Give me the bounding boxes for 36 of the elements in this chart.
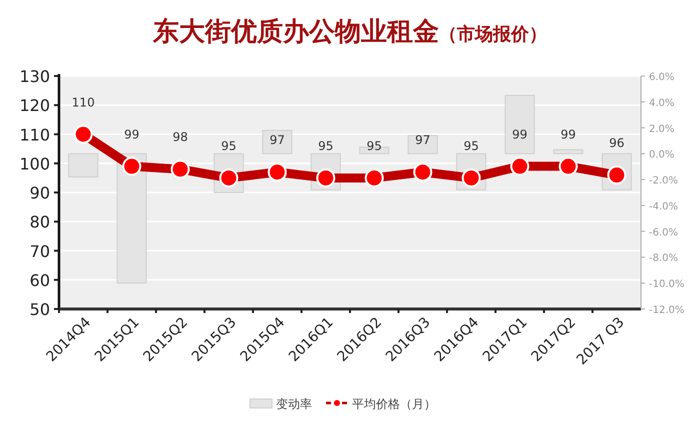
data-label: 99 bbox=[124, 127, 140, 142]
y-tick-label: 100 bbox=[19, 154, 50, 174]
title: 东大街优质办公物业租金（市场报价） bbox=[153, 17, 547, 47]
data-label: 97 bbox=[415, 133, 430, 148]
data-label: 99 bbox=[560, 127, 576, 142]
data-label: 97 bbox=[270, 133, 285, 148]
y2-tick-label: 0.0% bbox=[649, 150, 674, 161]
data-label: 110 bbox=[72, 95, 95, 110]
y-tick-label: 60 bbox=[30, 270, 50, 290]
y-tick-label: 70 bbox=[30, 242, 50, 261]
y-tick-label: 110 bbox=[19, 125, 50, 144]
y2-tick-label: 2.0% bbox=[649, 124, 674, 135]
subtitle: （市场报价） bbox=[439, 24, 547, 45]
y2-tick-label: 4.0% bbox=[649, 98, 674, 109]
data-label: 95 bbox=[464, 138, 479, 153]
y2-tick-label: -4.0% bbox=[649, 201, 678, 212]
y2-tick-label: -8.0% bbox=[649, 253, 678, 264]
y2-tick-label: 6.0% bbox=[649, 72, 674, 83]
y2-tick-label: -6.0% bbox=[649, 227, 678, 238]
data-label: 98 bbox=[172, 130, 188, 144]
chart-title: 东大街优质办公物业租金 bbox=[152, 17, 439, 47]
y-tick-label: 80 bbox=[30, 212, 50, 232]
y-tick-label: 130 bbox=[19, 67, 50, 86]
y-tick-label: 90 bbox=[30, 184, 50, 202]
data-label: 99 bbox=[512, 127, 528, 142]
data-label: 95 bbox=[318, 138, 334, 153]
y2-tick-label: -12.0% bbox=[649, 305, 684, 316]
data-label: 95 bbox=[366, 138, 382, 153]
y-tick-label: 50 bbox=[30, 300, 50, 319]
legend-label: 平均价格（月） bbox=[352, 397, 436, 411]
legend-label: 变动率 bbox=[276, 397, 312, 411]
y-tick-label: 120 bbox=[19, 96, 50, 116]
data-label: 95 bbox=[221, 138, 236, 153]
y2-tick-label: -10.0% bbox=[649, 279, 684, 290]
y2-tick-label: -2.0% bbox=[649, 176, 678, 187]
data-label: 96 bbox=[609, 136, 624, 150]
